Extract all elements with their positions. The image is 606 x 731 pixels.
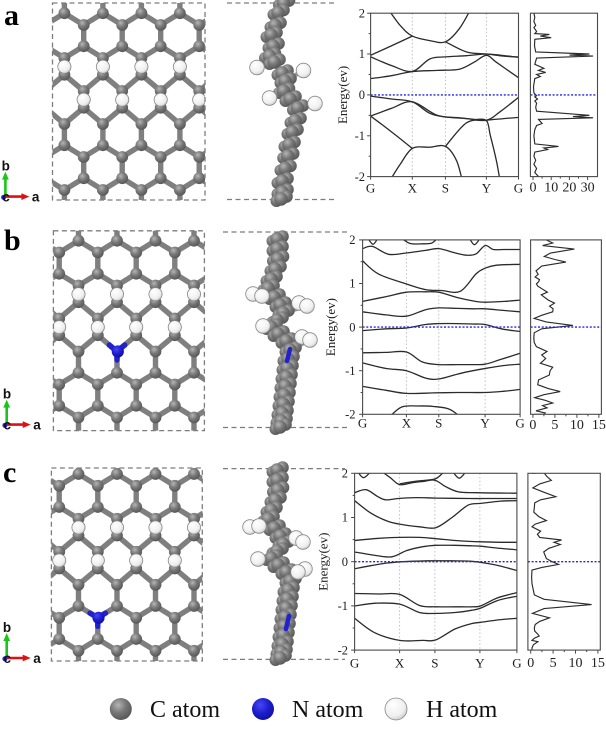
svg-text:X: X [402, 416, 412, 431]
svg-text:a: a [33, 651, 41, 666]
svg-text:2: 2 [359, 6, 365, 20]
svg-text:15: 15 [592, 418, 606, 433]
svg-text:X: X [408, 181, 418, 196]
svg-text:5: 5 [550, 656, 557, 671]
svg-text:10: 10 [569, 656, 583, 671]
svg-text:G: G [514, 181, 523, 196]
svg-text:Y: Y [480, 416, 490, 431]
svg-text:X: X [395, 656, 405, 671]
svg-text:S: S [435, 416, 442, 431]
svg-text:Y: Y [475, 656, 485, 671]
svg-text:-1: -1 [338, 599, 348, 613]
svg-text:S: S [442, 181, 449, 196]
svg-text:c: c [2, 190, 10, 205]
svg-text:10: 10 [544, 181, 558, 196]
svg-text:c: c [4, 651, 12, 666]
svg-text:c: c [3, 456, 16, 489]
svg-text:1: 1 [359, 47, 365, 61]
svg-text:Energy(ev): Energy(ev) [316, 533, 331, 591]
svg-text:a: a [33, 417, 41, 432]
svg-text:b: b [3, 620, 11, 635]
svg-text:0: 0 [530, 181, 537, 196]
svg-text:2: 2 [349, 233, 355, 247]
svg-text:C atom: C atom [150, 697, 220, 723]
svg-text:G: G [366, 181, 375, 196]
svg-text:-1: -1 [345, 364, 355, 378]
svg-text:b: b [2, 159, 10, 174]
svg-text:b: b [3, 387, 11, 402]
svg-text:G: G [512, 656, 521, 671]
svg-text:1: 1 [342, 511, 348, 525]
svg-text:N atom: N atom [292, 697, 364, 723]
svg-text:1: 1 [349, 277, 355, 291]
svg-text:Energy(ev): Energy(ev) [323, 298, 338, 356]
svg-text:a: a [4, 0, 19, 32]
svg-text:15: 15 [591, 656, 605, 671]
svg-text:0: 0 [342, 555, 348, 569]
svg-text:a: a [32, 189, 40, 204]
svg-text:5: 5 [551, 418, 558, 433]
svg-text:G: G [515, 416, 524, 431]
svg-text:0: 0 [527, 656, 534, 671]
svg-text:20: 20 [562, 181, 576, 196]
svg-text:G: G [358, 416, 367, 431]
svg-text:-2: -2 [338, 643, 348, 657]
svg-text:10: 10 [570, 418, 584, 433]
svg-text:c: c [4, 418, 12, 433]
svg-text:30: 30 [581, 181, 595, 196]
svg-text:0: 0 [349, 320, 355, 334]
svg-text:-2: -2 [355, 170, 365, 184]
svg-text:-1: -1 [355, 129, 365, 143]
svg-text:Y: Y [482, 181, 492, 196]
svg-text:-2: -2 [345, 408, 355, 422]
svg-text:S: S [431, 656, 438, 671]
svg-text:0: 0 [529, 418, 536, 433]
svg-text:2: 2 [342, 467, 348, 481]
svg-text:b: b [4, 224, 21, 257]
svg-text:0: 0 [359, 88, 365, 102]
svg-text:Energy(ev): Energy(ev) [335, 66, 350, 124]
svg-text:G: G [350, 656, 359, 671]
svg-text:H atom: H atom [426, 697, 498, 723]
